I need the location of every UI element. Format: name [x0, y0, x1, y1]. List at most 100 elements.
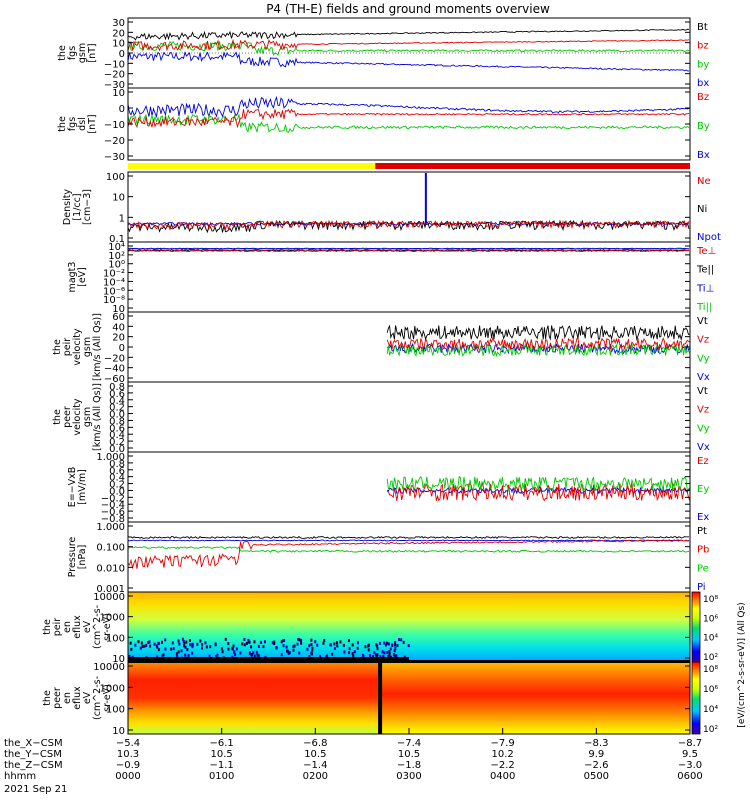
ion-spectrogram-speckle — [391, 643, 394, 647]
ion-spectrogram-speckle — [224, 637, 227, 641]
ion-spectrogram-speckle — [356, 646, 359, 650]
ion-spectrogram-speckle — [215, 654, 218, 658]
density-ytick-label: 1 — [119, 213, 125, 224]
ion-spectrogram-speckle — [216, 653, 219, 657]
temperature-frame — [127, 241, 691, 313]
ion-spectrogram-speckle — [164, 647, 167, 651]
peer_spec-ylabel-line: eflux — [72, 686, 83, 710]
peir_spec-ylabel-line: (cm^2-s- — [92, 605, 103, 649]
ion-spectrogram-speckle — [231, 647, 234, 651]
ion-spectrogram-speckle — [280, 640, 283, 644]
fgs_gsm-ytick-label: −20 — [104, 70, 125, 81]
ion-spectrogram-speckle — [351, 643, 354, 647]
ion-spectrogram-speckle — [348, 651, 351, 655]
ion-spectrogram-speckle — [367, 648, 370, 652]
pressure-plot — [127, 535, 690, 570]
ion-spectrogram-speckle — [322, 641, 325, 645]
pressure-series-pe — [127, 546, 690, 553]
peir_spec-ytick-label: 10 — [112, 654, 125, 665]
peer_velocity-legend-vz: Vz — [697, 405, 709, 416]
fgs_gsm-ytick-label: 30 — [112, 18, 125, 29]
ion-spectrogram-speckle — [209, 645, 212, 649]
ion-spectrogram-speckle — [182, 639, 185, 643]
xaxis-tick-label: −7.4 — [397, 738, 421, 749]
ion-spectrogram-speckle — [201, 646, 204, 650]
peer_velocity-legend-vt: Vt — [697, 386, 708, 397]
panel-pressure: 1.000 0.100 0.010 0.001 Pressure [nPa] Pt Pb Pe P… — [67, 521, 709, 595]
peir_velocity-ytick-label: 0 — [119, 343, 125, 354]
peer_velocity-ytick-label: 0.4 — [109, 396, 125, 407]
ion-spectrogram-speckle — [298, 651, 301, 655]
peir_velocity-ytick-label: 60 — [112, 312, 125, 323]
xaxis-tick-label: 10.5 — [211, 749, 233, 760]
ion-spectrogram-speckle — [383, 641, 386, 645]
peer_velocity-ylabel-line: [km/s (All Qs)] — [92, 383, 103, 451]
efield-ylabel-line: E=−VxB — [67, 467, 78, 508]
xaxis-tick-label: −2.2 — [491, 760, 515, 771]
fgs_dsl-series-bx — [127, 95, 690, 119]
pressure-ytick-label: 1.000 — [96, 522, 125, 533]
efield-ytick-label: −0.6 — [101, 507, 125, 518]
ion-spectrogram-speckle — [388, 651, 391, 655]
peer_velocity-ylabel-line: peer — [62, 406, 73, 428]
xaxis-tick-label: 10.5 — [398, 749, 420, 760]
ion-spectrogram-speckle — [191, 651, 194, 655]
density-plot — [127, 173, 690, 234]
peer_spec-ytick-label: 10000 — [93, 662, 125, 673]
ion-spectrogram-speckle — [394, 643, 397, 647]
xaxis-tick-label: 0000 — [115, 771, 140, 782]
peir_velocity-series-vz — [386, 337, 690, 352]
ion-spectrogram-speckle — [386, 650, 389, 654]
xaxis-tick-label: 0400 — [490, 771, 515, 782]
temperature-ytick-label: 10 — [112, 304, 125, 315]
ion-spectrogram-speckle — [376, 653, 379, 657]
panel-efield: 1.0000.80.60.40.20.0−0.2−0.4−0.6−0.8 E=−V… — [67, 451, 709, 525]
electron-spectrogram-image-early — [128, 662, 381, 734]
ion-spectrogram-speckle — [148, 640, 151, 644]
fgs_gsm-series-bx — [127, 50, 690, 72]
ion-spectrogram-speckle — [316, 643, 319, 647]
peir_velocity-ylabel-line: velocity — [72, 328, 83, 366]
xaxis-tick-label: 0500 — [584, 771, 609, 782]
spectrogram-colorbars: 10⁸ 10⁶ 10⁴ 10² 10⁸ 10⁶ 10⁴ 10² [eV/(cm^2-s-sr-e… — [691, 591, 747, 735]
fgs_gsm-ytick-label: 10 — [112, 39, 125, 50]
peer_velocity-ylabel-line: the — [52, 409, 63, 425]
temperature-plot — [127, 247, 690, 253]
temperature-series-te⊥ — [127, 249, 690, 253]
ion-spectrogram-speckle — [383, 651, 386, 655]
xaxis-tick-label: 10.5 — [304, 749, 326, 760]
temperature-ytick-label: 10⁻⁶ — [103, 286, 125, 297]
colorbar-tick-label: 10² — [703, 725, 718, 735]
xaxis-tick-label: −1.8 — [397, 760, 421, 771]
fgs_dsl-series-bz — [127, 108, 690, 129]
fgs_dsl-ytick-label: −30 — [104, 152, 125, 163]
pressure-ytick-label: 0.010 — [96, 563, 125, 574]
ion-spectrogram-speckle — [178, 642, 181, 646]
ion-spectrogram-speckle — [364, 645, 367, 649]
ion-spectrogram-speckle — [141, 644, 144, 648]
peir_velocity-ylabel-line: peir — [62, 338, 73, 357]
density-ytick-label: 100 — [106, 172, 125, 183]
ion-spectrogram-speckle — [257, 654, 260, 658]
ion-spectrogram-speckle — [394, 641, 397, 645]
ion-spectrogram-speckle — [189, 643, 192, 647]
ion-spectrogram-speckle — [263, 640, 266, 644]
ion-spectrogram-speckle — [300, 638, 303, 642]
temperature-ytick-label: 10⁻⁸ — [103, 295, 125, 306]
peer_velocity-legend-vx: Vx — [697, 442, 710, 453]
ion-spectrogram-speckle — [129, 641, 132, 645]
ion-spectrogram-image — [128, 592, 690, 662]
efield-ytick-label: 0.4 — [109, 473, 125, 484]
ion-spectrogram-speckle — [181, 637, 184, 641]
ion-spectrogram-speckle — [183, 642, 186, 646]
ion-spectrogram-speckle — [343, 650, 346, 654]
ion-spectrogram-speckle — [191, 645, 194, 649]
ion-spectrogram-speckle — [382, 654, 385, 658]
ion-spectrogram-speckle — [153, 642, 156, 646]
ion-spectrogram-speckle — [252, 651, 255, 655]
peer_spec-ylabel-line: eV — [82, 691, 93, 704]
ion-spectrogram-speckle — [214, 643, 217, 647]
density-legend-ni: Ni — [697, 204, 707, 215]
ion-spectrogram-speckle — [180, 649, 183, 653]
